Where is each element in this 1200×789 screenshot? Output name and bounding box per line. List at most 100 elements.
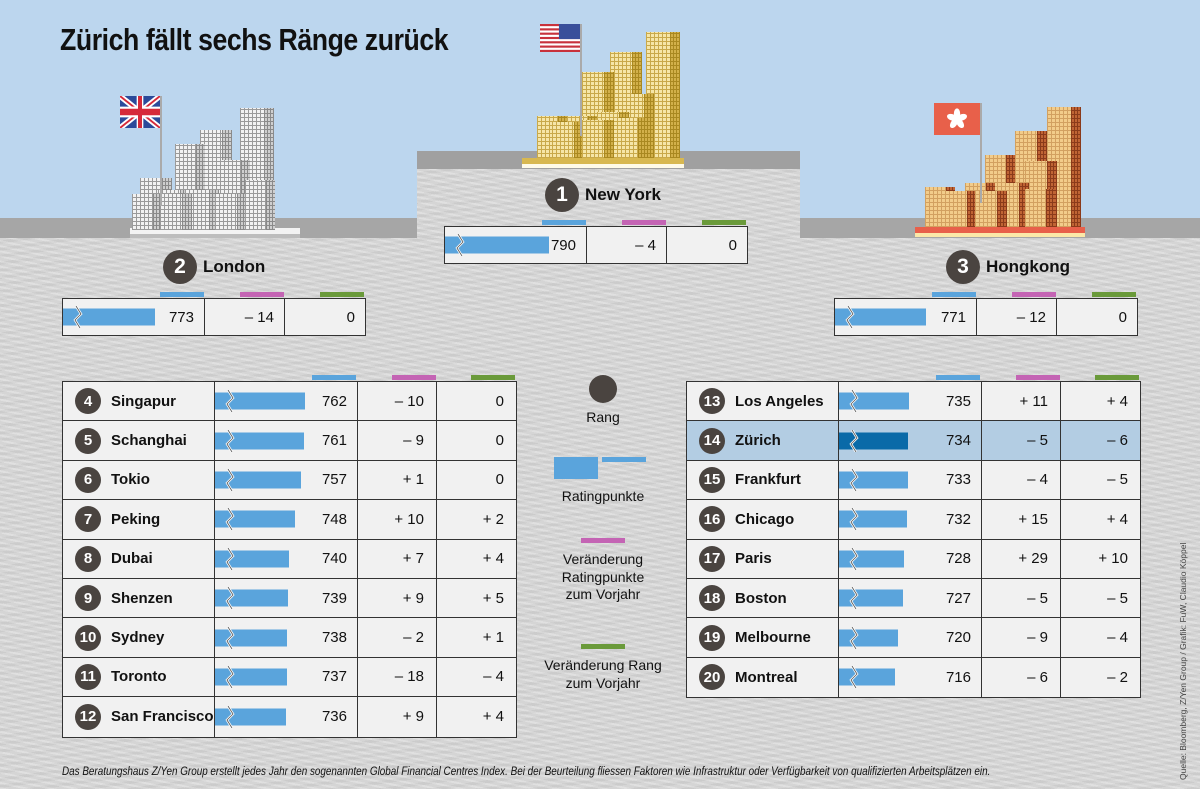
rating-value: 757 <box>321 471 347 489</box>
city-cell: 6 Tokio <box>63 460 215 500</box>
axis-break-icon <box>849 508 859 531</box>
city-cell: 14 Zürich <box>687 421 839 460</box>
change-points-cell: – 6 <box>982 657 1061 698</box>
rating-bar <box>215 392 305 410</box>
podium-values-3: 771 – 12 0 <box>834 298 1138 336</box>
rank-badge: 12 <box>75 703 101 730</box>
change-points-header-tab <box>622 220 666 225</box>
change-points-cell: + 1 <box>358 460 437 500</box>
change-points-header-tab <box>240 292 284 297</box>
building <box>132 194 162 230</box>
podium-values-2: 773 – 14 0 <box>62 298 366 336</box>
rank-badge: 15 <box>699 466 725 493</box>
city-name: Schanghai <box>111 432 187 450</box>
rating-value: 732 <box>945 510 971 528</box>
rating-cell: 716 <box>839 657 982 698</box>
skyline-base <box>522 158 684 168</box>
change-rank-swatch <box>581 644 625 649</box>
axis-break-icon <box>455 234 465 256</box>
rating-value: 728 <box>945 550 971 568</box>
change-points-cell: – 2 <box>358 618 437 657</box>
rating-value: 720 <box>945 629 971 647</box>
skyline-base <box>130 228 300 238</box>
rating-bar <box>839 629 899 647</box>
rank-badge: 18 <box>699 585 725 612</box>
city-name: Peking <box>111 510 161 528</box>
change-rank-cell: + 1 <box>482 629 504 647</box>
change-points-cell: – 12 <box>977 299 1057 335</box>
change-points-header-tab <box>392 375 436 380</box>
table-row: 8 Dubai 740 + 7 + 4 <box>63 539 516 579</box>
rating-value: 790 <box>550 236 576 254</box>
city-name: London <box>203 257 266 276</box>
footnote: Das Beratungshaus Z/Yen Group erstellt j… <box>62 766 991 778</box>
change-rank-cell: + 4 <box>1106 510 1128 528</box>
city-name: Frankfurt <box>735 471 801 489</box>
rank-circle-icon <box>589 375 617 403</box>
flagpole <box>580 24 582 136</box>
legend-change-rank: Veränderung Rang zum Vorjahr <box>528 644 678 692</box>
building <box>1025 189 1055 227</box>
rating-cell: 762 <box>215 382 358 421</box>
change-rank-header-tab <box>1092 292 1136 297</box>
rating-value: 727 <box>945 589 971 607</box>
rank-badge: 11 <box>75 663 101 690</box>
change-points-cell: – 14 <box>205 299 285 335</box>
rating-cell: 734 <box>839 421 982 460</box>
change-rank-cell: – 2 <box>1107 668 1128 686</box>
newyork-skyline <box>522 22 684 168</box>
change-points-cell: – 4 <box>587 227 667 263</box>
rank-badge: 4 <box>75 388 101 415</box>
city-cell: 4 Singapur <box>63 382 215 421</box>
city-name: San Francisco <box>111 708 214 726</box>
london-skyline <box>119 90 300 238</box>
city-name: Montreal <box>735 668 798 686</box>
change-rank-cell: + 2 <box>482 510 504 528</box>
change-rank-header-tab <box>1095 375 1139 380</box>
table-row: 20 Montreal 716 – 6 – 2 <box>687 657 1140 698</box>
rating-cell: 736 <box>215 697 358 737</box>
legend-rating: Ratingpunkte <box>528 457 678 506</box>
change-rank-cell: 0 <box>728 236 737 254</box>
city-name: New York <box>585 185 661 204</box>
rating-bar <box>835 308 926 326</box>
change-points-cell: + 9 <box>358 578 437 618</box>
rank-badge: 19 <box>699 624 725 651</box>
city-cell: 19 Melbourne <box>687 618 839 657</box>
axis-break-icon <box>849 547 859 570</box>
rank-badge: 20 <box>699 664 725 691</box>
change-rank-cell: 0 <box>346 308 355 326</box>
rank-badge: 5 <box>75 427 101 454</box>
rank-badge: 14 <box>699 427 725 454</box>
city-name: Dubai <box>111 550 153 568</box>
axis-break-icon <box>849 390 859 413</box>
rating-cell: 771 <box>835 299 977 335</box>
podium-label-3: 3 Hongkong <box>946 250 1070 284</box>
city-cell: 9 Shenzen <box>63 578 215 618</box>
table-row: 7 Peking 748 + 10 + 2 <box>63 500 516 540</box>
rating-bar <box>63 308 156 326</box>
building <box>945 191 977 227</box>
rating-value: 761 <box>321 432 347 450</box>
city-cell: 20 Montreal <box>687 657 839 698</box>
rating-cell: 790 <box>445 227 587 263</box>
rating-value: 748 <box>321 510 347 528</box>
change-rank-header-tab <box>320 292 364 297</box>
rating-cell: 720 <box>839 618 982 657</box>
table-row: 4 Singapur 762 – 10 0 <box>63 382 516 422</box>
flagpole <box>160 96 162 206</box>
change-points-header-tab <box>1012 292 1056 297</box>
change-points-cell: – 5 <box>982 578 1061 618</box>
change-rank-cell: + 10 <box>1098 550 1128 568</box>
building <box>617 118 647 158</box>
rank-badge: 17 <box>699 545 725 572</box>
city-name: Tokio <box>111 471 150 489</box>
change-points-swatch <box>581 538 625 543</box>
table-row: 11 Toronto 737 – 18 – 4 <box>63 657 516 698</box>
source-credit: Quelle: Bloomberg, Z/Yen Group / Grafik:… <box>1178 542 1188 780</box>
rating-value: 716 <box>945 668 971 686</box>
flagpole <box>980 103 982 203</box>
rating-value: 739 <box>321 589 347 607</box>
city-name: Los Angeles <box>735 392 824 410</box>
